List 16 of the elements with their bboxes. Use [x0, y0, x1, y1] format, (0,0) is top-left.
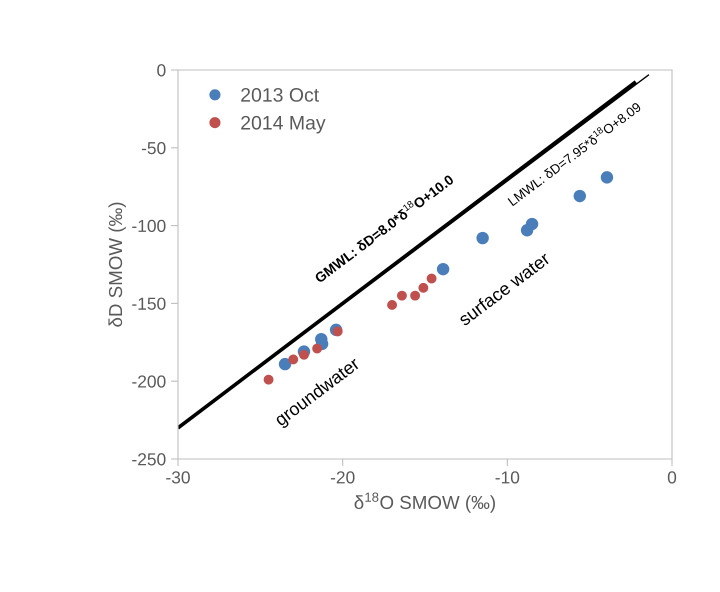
x-tick-label: -30	[166, 471, 190, 484]
legend-label: 2014 May	[241, 116, 326, 134]
y-tick-label: -200	[132, 375, 166, 388]
y-tick-label: 0	[157, 64, 166, 76]
x-tick-label: -10	[496, 471, 520, 484]
y-tick-label: -100	[132, 220, 166, 232]
x-axis-title: δ$^{18}$O SMOW (‰)	[354, 492, 495, 513]
y-tick-label: -150	[132, 298, 166, 310]
y-tick-label: -250	[132, 453, 166, 466]
y-tick-label: -50	[142, 142, 166, 154]
legend-label: 2013 Oct	[241, 88, 319, 102]
annotation: LMWL: δD=7.95*δ$^{18}$O+8.09	[506, 100, 642, 206]
x-tick-label: -20	[330, 471, 355, 484]
y-axis-title: δD SMOW (‰)	[108, 202, 126, 327]
x-tick-label: 0	[668, 471, 676, 484]
annotation: GMWL: δD=8.0*δ$^{18}$O+10.0	[312, 172, 454, 284]
